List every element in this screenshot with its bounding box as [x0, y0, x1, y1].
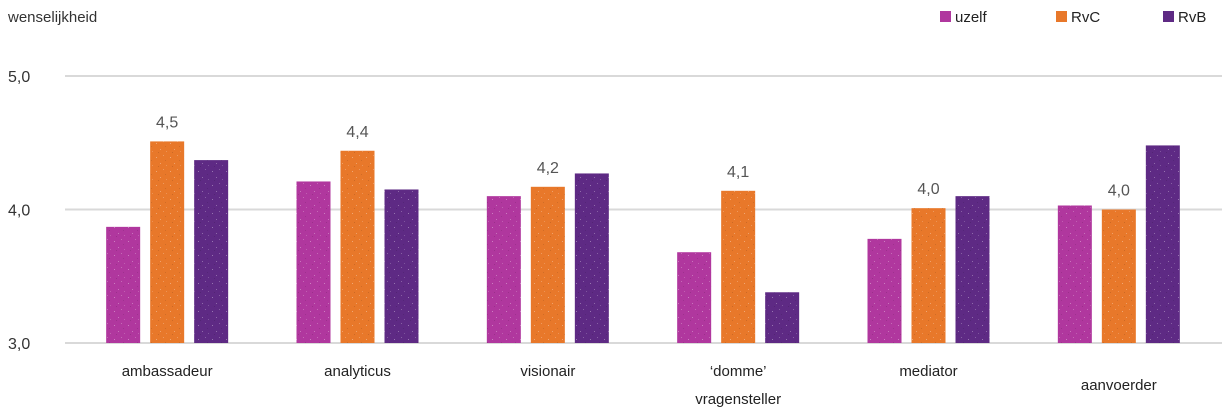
- legend-label-rvb: RvB: [1178, 9, 1206, 26]
- legend-swatch-uzelf: [940, 11, 951, 22]
- bar-rvc: [911, 208, 946, 343]
- y-tick-label: 5,0: [8, 69, 30, 86]
- y-tick-label: 4,0: [8, 203, 30, 220]
- data-label: 4,5: [156, 114, 178, 131]
- bar-uzelf: [106, 226, 141, 343]
- bar-rvb: [765, 292, 800, 343]
- bar-uzelf: [867, 238, 902, 343]
- y-axis-label: wenselijkheid: [7, 9, 97, 26]
- data-label: 4,0: [917, 181, 939, 198]
- bar-uzelf: [677, 252, 712, 343]
- legend-swatch-rvc: [1056, 11, 1067, 22]
- bar-rvc: [721, 190, 756, 343]
- bar-uzelf: [486, 196, 521, 343]
- bar-uzelf: [296, 181, 331, 343]
- data-label: 4,0: [1108, 183, 1130, 200]
- bar-rvc: [530, 186, 565, 343]
- bar-rvc: [340, 150, 375, 343]
- bar-uzelf: [1057, 205, 1092, 343]
- data-label: 4,4: [346, 124, 368, 141]
- data-label: 4,1: [727, 164, 749, 181]
- legend-swatch-rvb: [1163, 11, 1174, 22]
- bar-rvb: [384, 189, 419, 343]
- category-label: ‘domme’: [710, 363, 767, 380]
- category-label: ambassadeur: [122, 363, 213, 380]
- bar-rvb: [955, 196, 990, 343]
- category-label: vragensteller: [695, 391, 781, 408]
- y-tick-label: 3,0: [8, 336, 30, 353]
- data-label: 4,2: [537, 160, 559, 177]
- bar-rvb: [1145, 145, 1180, 343]
- legend-label-rvc: RvC: [1071, 9, 1100, 26]
- bar-rvc: [1101, 209, 1136, 343]
- bar-rvc: [150, 141, 185, 343]
- category-label: visionair: [520, 363, 575, 380]
- legend-label-uzelf: uzelf: [955, 9, 988, 26]
- bar-rvb: [194, 160, 229, 343]
- category-label: analyticus: [324, 363, 391, 380]
- bar-rvb: [574, 173, 609, 343]
- category-label: mediator: [899, 363, 957, 380]
- category-label: aanvoerder: [1081, 377, 1157, 394]
